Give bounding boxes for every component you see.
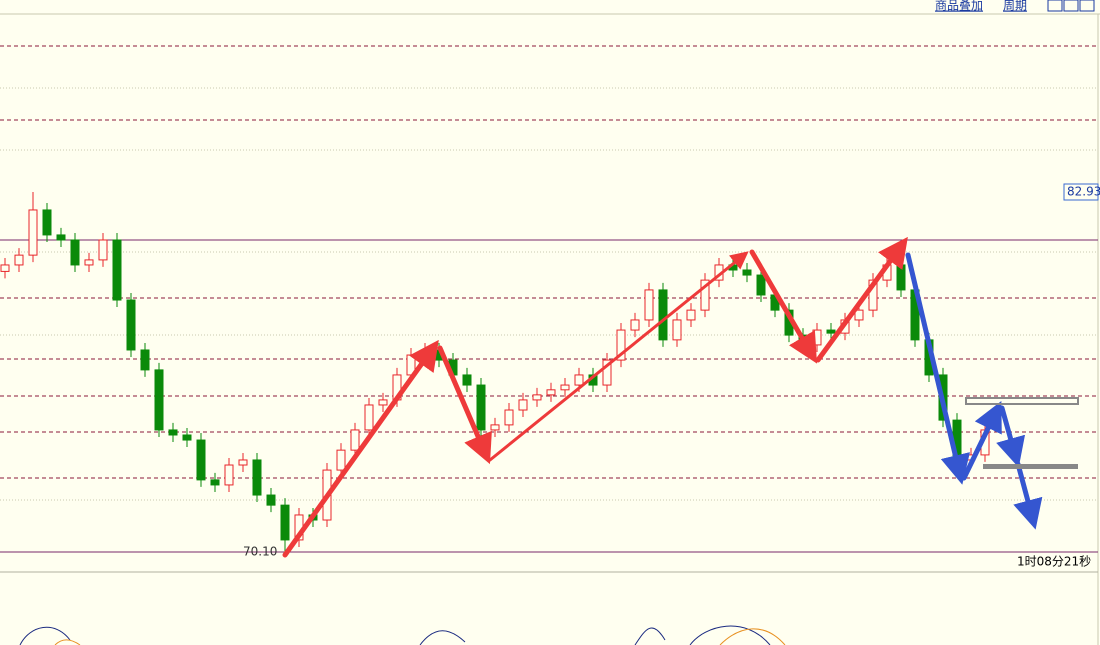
candle-body — [854, 309, 864, 321]
candle-body — [812, 329, 822, 346]
candle-body — [350, 429, 360, 451]
candle-body — [630, 319, 640, 331]
candle-body — [546, 389, 556, 396]
candle-body — [896, 264, 906, 291]
candle-body — [756, 274, 766, 296]
candle-body — [168, 429, 178, 436]
price-label: 82.93 — [1067, 185, 1100, 199]
toolbar-item[interactable]: 周期 — [1003, 0, 1027, 13]
candle-body — [462, 374, 472, 386]
candle-body — [868, 279, 878, 311]
toolbar-item[interactable]: 商品叠加 — [935, 0, 983, 13]
candle-body — [560, 384, 570, 391]
candle-body — [364, 404, 374, 431]
candle-body — [672, 319, 682, 341]
candle-body — [378, 399, 388, 406]
candle-body — [504, 409, 514, 426]
candle-body — [140, 349, 150, 371]
candle-body — [56, 234, 66, 241]
candle-body — [210, 479, 220, 486]
candle-body — [84, 259, 94, 266]
price-tick — [1063, 183, 1099, 201]
candle-body — [518, 399, 528, 411]
candle-body — [574, 374, 584, 386]
candle-body — [182, 434, 192, 441]
candle-body — [658, 289, 668, 341]
candle-body — [28, 209, 38, 256]
candle-body — [266, 494, 276, 506]
guide-lines — [0, 45, 1098, 573]
candle-body — [196, 439, 206, 481]
candle-body — [14, 254, 24, 266]
candle-body — [644, 289, 654, 321]
candle-body — [70, 239, 80, 266]
candle-body — [742, 269, 752, 276]
candle-body — [616, 329, 626, 361]
candle-body — [602, 359, 612, 386]
candle-body — [476, 384, 486, 431]
candle-body — [490, 424, 500, 431]
candle-body — [154, 369, 164, 431]
candle-body — [112, 239, 122, 301]
candle-body — [826, 329, 836, 334]
candle-body — [252, 459, 262, 496]
nav-buttons[interactable] — [1047, 0, 1095, 12]
candle-body — [42, 209, 52, 236]
countdown: 1时08分21秒 — [1017, 555, 1091, 569]
level-box — [965, 397, 1079, 405]
candle-body — [686, 309, 696, 321]
price-label: 70.10 — [243, 545, 277, 559]
candle-body — [126, 299, 136, 351]
candle-body — [280, 504, 290, 541]
candle-body — [700, 279, 710, 311]
candle-body — [532, 394, 542, 401]
candle-body — [224, 464, 234, 486]
candle-body — [98, 239, 108, 261]
candle-body — [336, 449, 346, 471]
indicator-panel — [19, 625, 786, 645]
annotation-arrows — [282, 236, 1043, 558]
candle-body — [0, 264, 10, 272]
candle-body — [238, 459, 248, 466]
level-bar — [983, 464, 1078, 469]
